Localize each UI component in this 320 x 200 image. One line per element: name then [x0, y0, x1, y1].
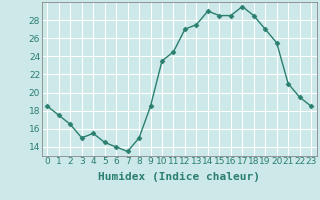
- X-axis label: Humidex (Indice chaleur): Humidex (Indice chaleur): [98, 172, 260, 182]
